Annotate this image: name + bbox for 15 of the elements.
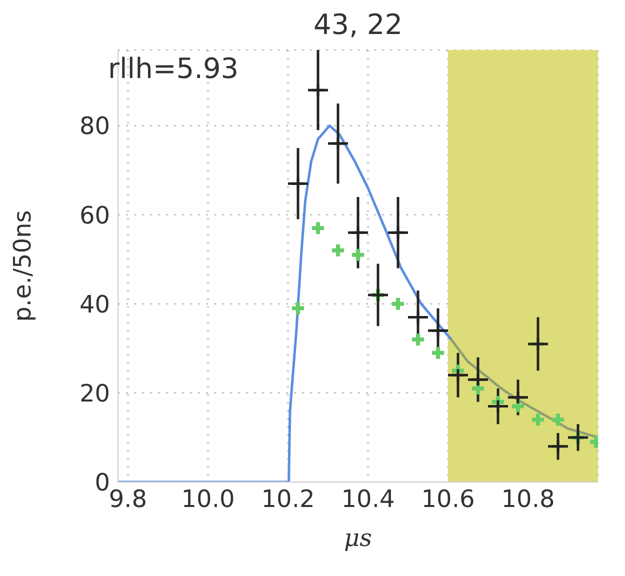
y-tick-label: 0 [94,468,110,497]
annotation: rllh=5.93 [108,52,239,85]
x-tick-label: 10.6 [421,485,475,514]
x-axis-title: μs [344,524,372,552]
x-tick-label: 10.2 [261,485,315,514]
x-tick-label: 10.0 [181,485,235,514]
y-tick-label: 40 [79,290,110,318]
y-axis-title: p.e./50ns [8,210,37,322]
chart-title: 43, 22 [312,8,404,41]
y-tick-label: 80 [79,112,110,140]
y-tick-label: 20 [79,379,110,408]
y-tick-label: 60 [79,201,110,230]
x-tick-label: 10.8 [501,485,555,514]
x-tick-label: 10.4 [341,485,395,514]
x-tick-label: 9.8 [108,485,148,514]
